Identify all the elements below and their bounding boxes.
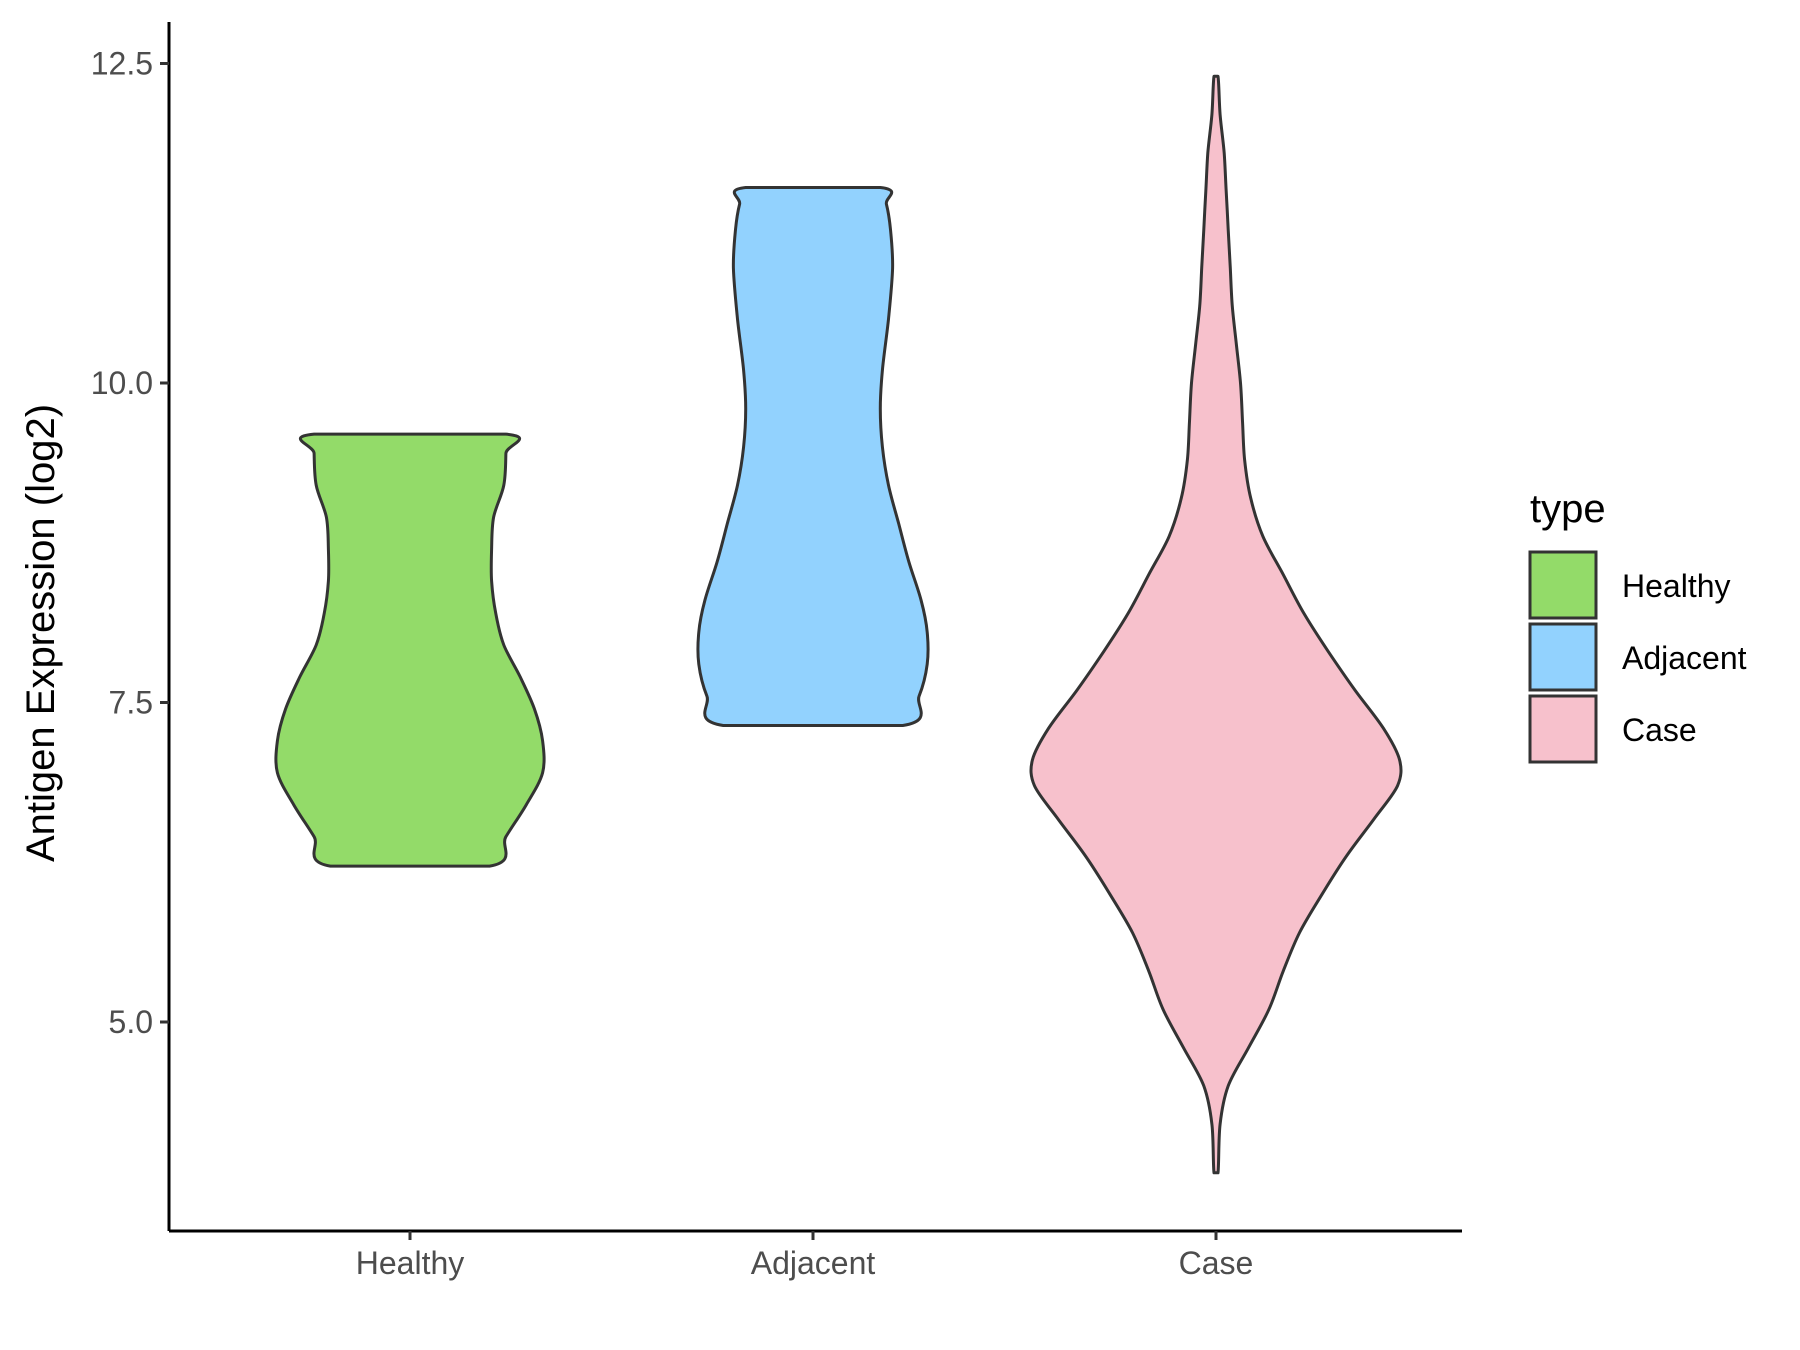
legend-key-healthy bbox=[1528, 550, 1598, 620]
legend-title: type bbox=[1530, 487, 1606, 531]
violins bbox=[274, 74, 1403, 1175]
legend-key-case bbox=[1528, 694, 1598, 764]
y-tick-label: 7.5 bbox=[109, 685, 153, 721]
y-axis-title: Antigen Expression (log2) bbox=[19, 404, 63, 862]
y-tick-label: 10.0 bbox=[91, 365, 153, 401]
x-tick-label: Case bbox=[1179, 1245, 1254, 1281]
legend-entries: Healthy Adjacent Case bbox=[1528, 550, 1747, 764]
plot-area: 5.0 7.5 10.0 12.5 Healthy Adjacent Case bbox=[91, 22, 1462, 1281]
x-tick-label: Adjacent bbox=[751, 1245, 876, 1281]
x-axis-ticks: Healthy Adjacent Case bbox=[356, 1231, 1254, 1281]
legend-label-healthy: Healthy bbox=[1622, 568, 1731, 604]
y-tick-label: 12.5 bbox=[91, 46, 153, 82]
y-tick-label: 5.0 bbox=[109, 1004, 153, 1040]
y-axis-ticks: 5.0 7.5 10.0 12.5 bbox=[91, 46, 169, 1040]
legend: type Healthy Adjacent Case bbox=[1528, 487, 1747, 764]
violin-case bbox=[1029, 74, 1403, 1175]
x-tick-label: Healthy bbox=[356, 1245, 465, 1281]
legend-key-adjacent bbox=[1528, 622, 1598, 692]
legend-label-adjacent: Adjacent bbox=[1622, 640, 1747, 676]
legend-label-case: Case bbox=[1622, 712, 1697, 748]
violin-healthy bbox=[274, 432, 546, 868]
violin-adjacent bbox=[696, 186, 930, 727]
